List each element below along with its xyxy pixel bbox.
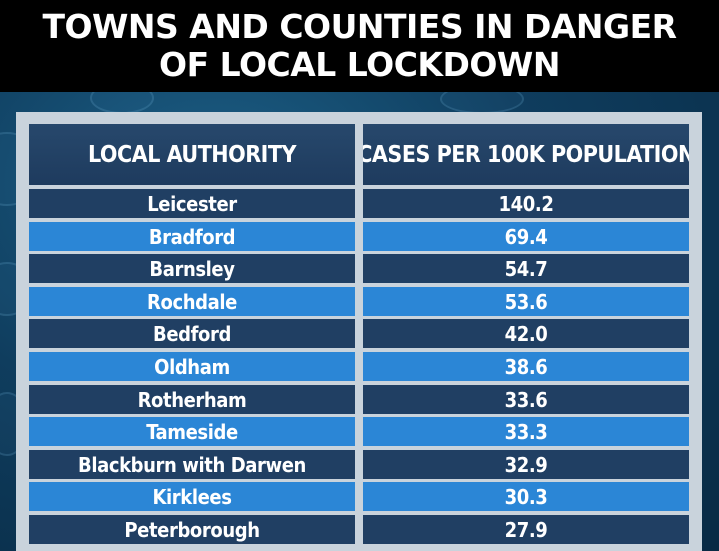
cases-cell: 27.9 [363, 515, 689, 544]
authority-cell: Barnsley [29, 254, 355, 283]
authority-cell: Blackburn with Darwen [29, 450, 355, 479]
table-row: Bradford 69.4 [29, 222, 689, 251]
table-row: Kirklees 30.3 [29, 482, 689, 511]
table-row: Barnsley 54.7 [29, 254, 689, 283]
title-line-1: TOWNS AND COUNTIES IN DANGER [42, 7, 677, 46]
cases-cell: 33.3 [363, 417, 689, 446]
title-bar: TOWNS AND COUNTIES IN DANGER OF LOCAL LO… [0, 0, 719, 92]
column-header-cases: CASES PER 100K POPULATION [363, 124, 689, 185]
table-row: Peterborough 27.9 [29, 515, 689, 544]
cases-cell: 33.6 [363, 385, 689, 414]
cases-cell: 69.4 [363, 222, 689, 251]
table-row: Leicester 140.2 [29, 189, 689, 218]
authority-cell: Peterborough [29, 515, 355, 544]
table-row: Blackburn with Darwen 32.9 [29, 450, 689, 479]
cases-cell: 53.6 [363, 287, 689, 316]
table-row: Tameside 33.3 [29, 417, 689, 446]
authority-cell: Bradford [29, 222, 355, 251]
table-row: Oldham 38.6 [29, 352, 689, 381]
cases-cell: 38.6 [363, 352, 689, 381]
authority-cell: Rotherham [29, 385, 355, 414]
authority-cell: Oldham [29, 352, 355, 381]
authority-cell: Kirklees [29, 482, 355, 511]
cases-cell: 140.2 [363, 189, 689, 218]
authority-cell: Tameside [29, 417, 355, 446]
cases-cell: 32.9 [363, 450, 689, 479]
virus-decoration [440, 92, 524, 114]
virus-decoration [90, 92, 154, 114]
authority-cell: Rochdale [29, 287, 355, 316]
cases-cell: 54.7 [363, 254, 689, 283]
title-line-2: OF LOCAL LOCKDOWN [159, 45, 560, 84]
table-row: Rotherham 33.6 [29, 385, 689, 414]
authority-cell: Leicester [29, 189, 355, 218]
column-header-local-authority: LOCAL AUTHORITY [29, 124, 355, 185]
cases-cell: 42.0 [363, 319, 689, 348]
authority-cell: Bedford [29, 319, 355, 348]
table-row: Rochdale 53.6 [29, 287, 689, 316]
cases-cell: 30.3 [363, 482, 689, 511]
table-row: Bedford 42.0 [29, 319, 689, 348]
